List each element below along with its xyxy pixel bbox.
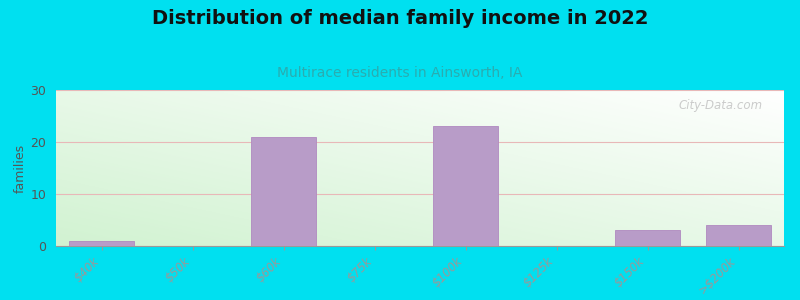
Text: City-Data.com: City-Data.com [678, 99, 762, 112]
Bar [250, 137, 316, 246]
Bar [433, 126, 498, 246]
Bar [706, 225, 771, 246]
Y-axis label: families: families [14, 143, 26, 193]
Bar [614, 230, 680, 246]
Text: Distribution of median family income in 2022: Distribution of median family income in … [152, 9, 648, 28]
Bar [69, 241, 134, 246]
Text: Multirace residents in Ainsworth, IA: Multirace residents in Ainsworth, IA [278, 66, 522, 80]
